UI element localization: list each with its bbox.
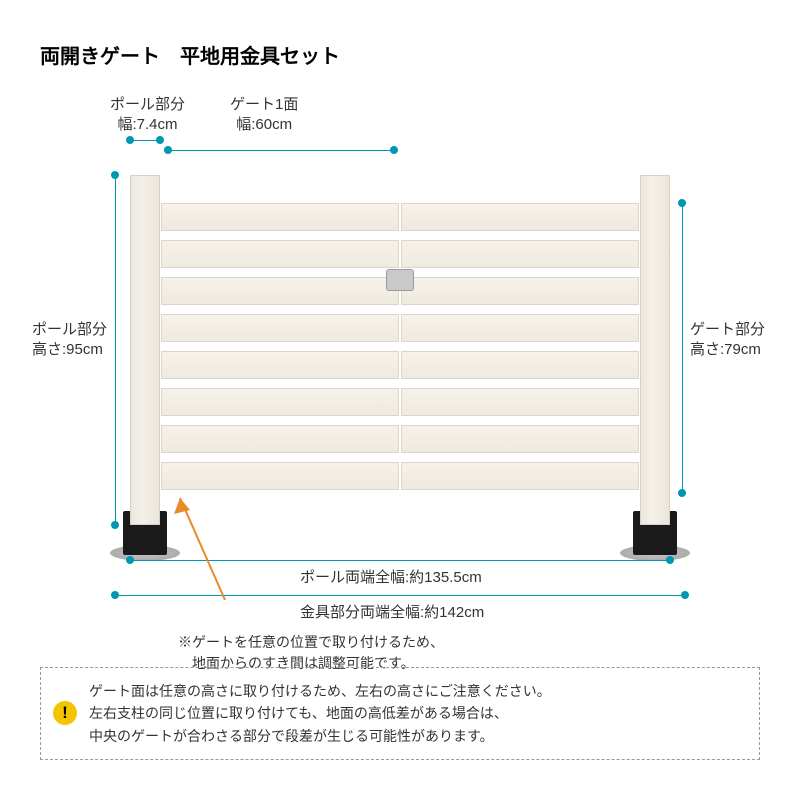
dim-dot xyxy=(126,556,134,564)
gate-slat xyxy=(401,462,639,490)
gate-slat xyxy=(401,314,639,342)
dim-dot xyxy=(678,199,686,207)
gate-slat xyxy=(161,203,399,231)
gate-slat xyxy=(161,462,399,490)
label-bracket-full-width: 金具部分両端全幅:約142cm xyxy=(300,603,484,623)
gate-slat xyxy=(401,203,639,231)
dim-dot xyxy=(111,521,119,529)
pole-right xyxy=(640,175,670,525)
latch-icon xyxy=(386,269,414,291)
label-gate-height: ゲート部分 高さ:79cm xyxy=(690,320,765,359)
gate-slat xyxy=(161,388,399,416)
warning-text: ゲート面は任意の高さに取り付けるため、左右の高さにご注意ください。 左右支柱の同… xyxy=(89,680,745,747)
dim-panel-width xyxy=(168,150,394,151)
gate-slat xyxy=(161,314,399,342)
dim-dot xyxy=(390,146,398,154)
gate-slat xyxy=(401,351,639,379)
dim-dot xyxy=(111,591,119,599)
gate-panel-right xyxy=(401,203,639,493)
gate-slat xyxy=(161,425,399,453)
page-title: 両開きゲート 平地用金具セット xyxy=(40,40,340,69)
dim-pole-height xyxy=(115,175,116,525)
gate-slat xyxy=(401,425,639,453)
gate-slat xyxy=(401,277,639,305)
dim-dot xyxy=(666,556,674,564)
gate-slat xyxy=(161,277,399,305)
dim-dot xyxy=(126,136,134,144)
gate-slat xyxy=(161,351,399,379)
warning-icon: ! xyxy=(53,701,77,725)
warning-box: ! ゲート面は任意の高さに取り付けるため、左右の高さにご注意ください。 左右支柱… xyxy=(40,667,760,760)
gate-slat xyxy=(161,240,399,268)
gate-slat xyxy=(401,388,639,416)
label-pole-width: ポール部分 幅:7.4cm xyxy=(110,95,185,134)
pole-left xyxy=(130,175,160,525)
gate-panel-left xyxy=(161,203,399,493)
dim-gate-height xyxy=(682,203,683,493)
label-pole-height: ポール部分 高さ:95cm xyxy=(32,320,107,359)
dim-dot xyxy=(156,136,164,144)
dim-dot xyxy=(111,171,119,179)
label-panel-width: ゲート1面 幅:60cm xyxy=(230,95,298,134)
callout-arrow-icon xyxy=(160,490,240,610)
gate-slat xyxy=(401,240,639,268)
dim-dot xyxy=(678,489,686,497)
dim-dot xyxy=(164,146,172,154)
label-pole-full-width: ポール両端全幅:約135.5cm xyxy=(300,568,482,588)
dim-dot xyxy=(681,591,689,599)
